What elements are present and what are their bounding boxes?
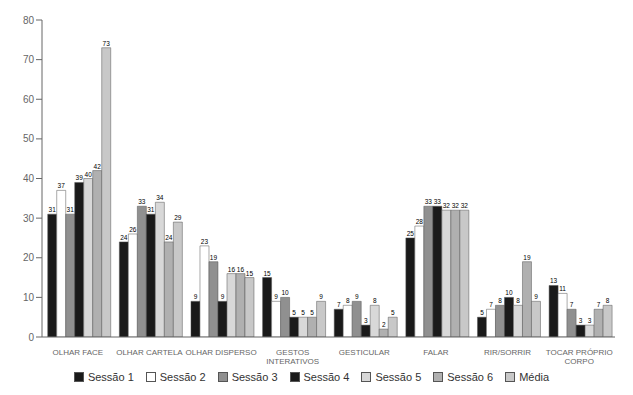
svg-text:10: 10 [23, 292, 35, 303]
svg-text:7: 7 [570, 301, 574, 308]
svg-text:3: 3 [588, 317, 592, 324]
svg-text:8: 8 [373, 297, 377, 304]
svg-text:31: 31 [147, 206, 155, 213]
svg-text:9: 9 [355, 293, 359, 300]
svg-text:19: 19 [523, 254, 531, 261]
svg-text:24: 24 [165, 234, 173, 241]
svg-text:29: 29 [174, 214, 182, 221]
svg-text:10: 10 [281, 289, 289, 296]
svg-text:9: 9 [534, 293, 538, 300]
svg-text:5: 5 [480, 309, 484, 316]
svg-text:28: 28 [416, 218, 424, 225]
svg-text:73: 73 [103, 40, 111, 47]
svg-text:20: 20 [23, 252, 35, 263]
svg-text:10: 10 [505, 289, 513, 296]
svg-text:80: 80 [23, 15, 35, 26]
svg-text:9: 9 [194, 293, 198, 300]
svg-text:40: 40 [23, 173, 35, 184]
svg-text:32: 32 [443, 202, 451, 209]
svg-text:15: 15 [263, 270, 271, 277]
svg-text:42: 42 [94, 163, 102, 170]
svg-text:RIR/SORRIR: RIR/SORRIR [484, 348, 531, 357]
svg-text:9: 9 [319, 293, 323, 300]
svg-text:60: 60 [23, 94, 35, 105]
svg-text:31: 31 [67, 206, 75, 213]
svg-text:70: 70 [23, 54, 35, 65]
svg-text:5: 5 [310, 309, 314, 316]
svg-text:25: 25 [407, 230, 415, 237]
svg-text:16: 16 [237, 266, 245, 273]
svg-text:9: 9 [274, 293, 278, 300]
svg-text:3: 3 [364, 317, 368, 324]
svg-text:33: 33 [425, 198, 433, 205]
svg-text:8: 8 [346, 297, 350, 304]
svg-text:32: 32 [461, 202, 469, 209]
svg-text:5: 5 [301, 309, 305, 316]
svg-text:5: 5 [391, 309, 395, 316]
html-text:Sessão 1: Sessão 1 [87, 371, 134, 383]
svg-text:0: 0 [28, 332, 34, 343]
html-text:Sessão 2: Sessão 2 [159, 371, 206, 383]
html-text:Sessão 5: Sessão 5 [375, 371, 422, 383]
svg-text:TOCAR PRÓPRIOCORPO: TOCAR PRÓPRIOCORPO [546, 348, 613, 366]
svg-text:32: 32 [452, 202, 460, 209]
svg-text:7: 7 [337, 301, 341, 308]
svg-text:GESTICULAR: GESTICULAR [339, 348, 390, 357]
svg-text:39: 39 [76, 174, 84, 181]
svg-text:31: 31 [49, 206, 57, 213]
svg-text:24: 24 [120, 234, 128, 241]
svg-text:5: 5 [292, 309, 296, 316]
svg-text:37: 37 [58, 182, 66, 189]
html-text:Média: Média [519, 371, 550, 383]
svg-text:50: 50 [23, 133, 35, 144]
svg-text:OLHAR DISPERSO: OLHAR DISPERSO [185, 348, 256, 357]
svg-text:34: 34 [156, 194, 164, 201]
svg-text:OLHAR CARTELA: OLHAR CARTELA [116, 348, 183, 357]
svg-text:33: 33 [138, 198, 146, 205]
svg-text:40: 40 [85, 171, 93, 178]
svg-text:26: 26 [129, 226, 137, 233]
svg-text:9: 9 [221, 293, 225, 300]
svg-text:13: 13 [550, 277, 558, 284]
svg-text:3: 3 [579, 317, 583, 324]
svg-text:7: 7 [597, 301, 601, 308]
svg-text:11: 11 [559, 285, 566, 292]
svg-text:7: 7 [489, 301, 493, 308]
svg-text:16: 16 [228, 266, 236, 273]
svg-text:GESTOSINTERATIVOS: GESTOSINTERATIVOS [266, 348, 319, 366]
html-text:Sessão 3: Sessão 3 [231, 371, 278, 383]
svg-text:OLHAR FACE: OLHAR FACE [52, 348, 103, 357]
svg-text:FALAR: FALAR [423, 348, 449, 357]
html-text:Sessão 4: Sessão 4 [303, 371, 350, 383]
svg-text:19: 19 [210, 254, 218, 261]
svg-text:2: 2 [382, 321, 386, 328]
svg-text:23: 23 [201, 238, 209, 245]
svg-text:15: 15 [246, 270, 254, 277]
svg-text:30: 30 [23, 213, 35, 224]
html-text:Sessão 6: Sessão 6 [447, 371, 494, 383]
svg-text:8: 8 [498, 297, 502, 304]
svg-text:8: 8 [606, 297, 610, 304]
svg-text:8: 8 [516, 297, 520, 304]
svg-text:33: 33 [434, 198, 442, 205]
